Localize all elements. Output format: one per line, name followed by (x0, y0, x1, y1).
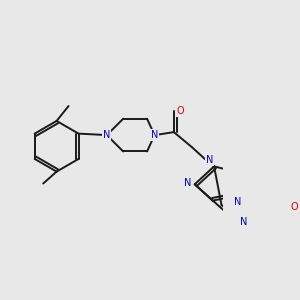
Text: O: O (176, 106, 184, 116)
Text: N: N (234, 197, 242, 207)
Text: N: N (206, 155, 213, 165)
Text: N: N (151, 130, 158, 140)
Text: N: N (184, 178, 191, 188)
Text: O: O (291, 202, 298, 212)
Text: N: N (103, 130, 110, 140)
Text: N: N (240, 217, 247, 226)
